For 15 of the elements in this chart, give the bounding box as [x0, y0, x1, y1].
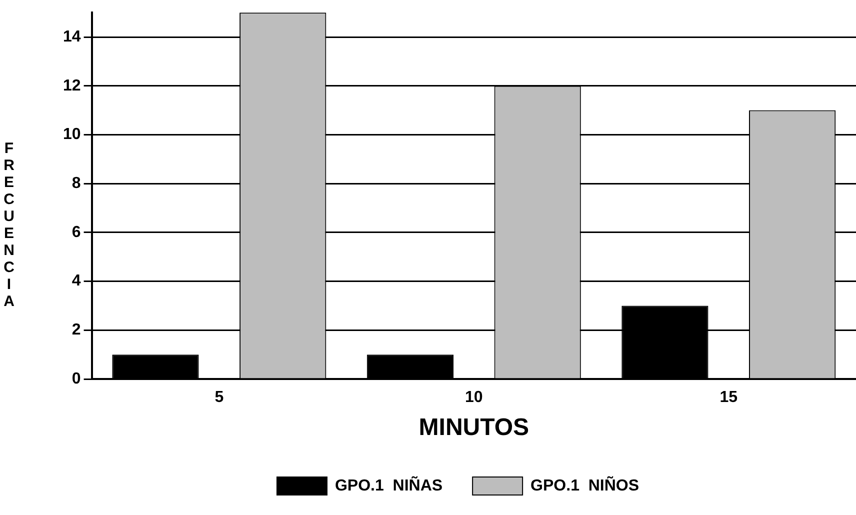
- x-tick-label: 5: [214, 389, 224, 406]
- y-tick-label: 6: [72, 224, 81, 241]
- y-tick-label: 12: [63, 77, 81, 94]
- y-tick-label: 10: [63, 126, 81, 144]
- x-tick-label: 15: [720, 389, 738, 406]
- legend-label: GPO.1 NIÑAS: [334, 475, 443, 494]
- y-tick-label: 2: [72, 322, 81, 339]
- x-tick-label: 10: [465, 389, 483, 406]
- y-tick-label: 8: [72, 174, 81, 192]
- y-tick-label: 0: [72, 370, 81, 388]
- x-axis-title: MINUTOS: [418, 414, 530, 442]
- y-tick-label: 4: [72, 272, 81, 290]
- text: FRECUENCIA: [4, 140, 14, 310]
- y-tick-label: 14: [63, 28, 81, 46]
- legend-label: GPO.1 NIÑOS: [530, 475, 640, 494]
